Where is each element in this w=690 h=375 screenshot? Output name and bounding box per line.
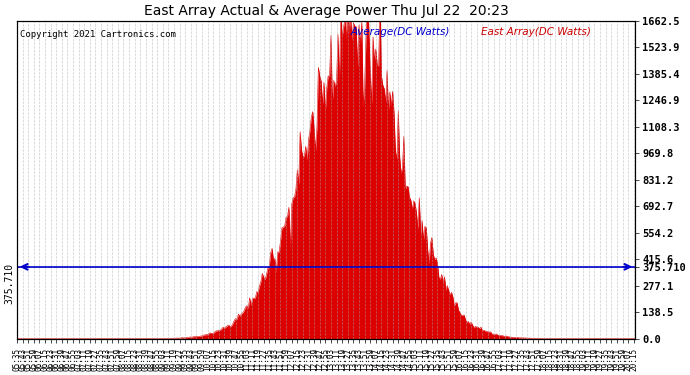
Text: East Array(DC Watts): East Array(DC Watts) xyxy=(481,27,591,37)
Text: Copyright 2021 Cartronics.com: Copyright 2021 Cartronics.com xyxy=(20,30,176,39)
Text: Average(DC Watts): Average(DC Watts) xyxy=(351,27,450,37)
Title: East Array Actual & Average Power Thu Jul 22  20:23: East Array Actual & Average Power Thu Ju… xyxy=(144,4,509,18)
